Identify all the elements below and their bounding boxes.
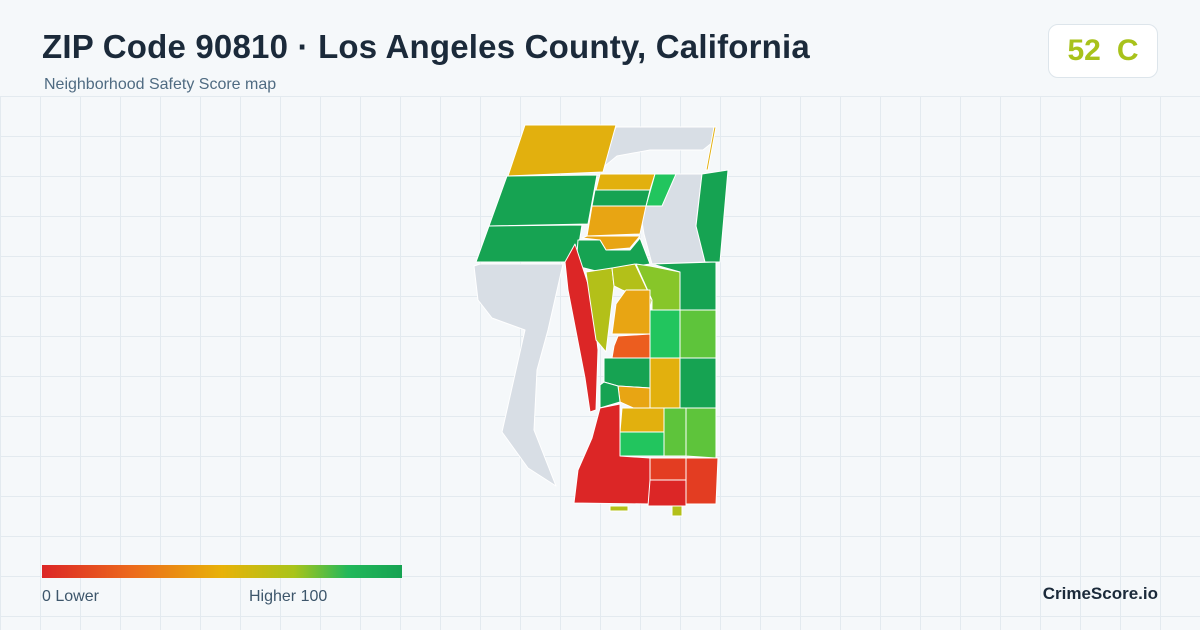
map-area: [475, 224, 583, 263]
map-area: [611, 289, 651, 335]
page-subtitle: Neighborhood Safety Score map: [44, 76, 277, 93]
map-area: [473, 263, 564, 487]
neighborhood-areas: [475, 124, 729, 517]
map-area: [599, 381, 621, 409]
map-area: [619, 431, 665, 457]
map-area: [611, 333, 651, 359]
map-area: [671, 505, 683, 517]
legend-high-label: Higher 100: [249, 588, 328, 605]
map-area: [679, 357, 717, 409]
header: ZIP Code 90810 · Los Angeles County, Cal…: [0, 0, 1200, 97]
map-area: [586, 205, 647, 237]
brand-logo-text[interactable]: CrimeScore.io: [1042, 584, 1158, 603]
legend-gradient-bar: [42, 565, 402, 578]
map-area: [649, 457, 687, 481]
map-area: [685, 407, 717, 459]
legend-low-label: 0 Lower: [42, 588, 99, 605]
map-area: [647, 479, 687, 507]
map-area: [617, 385, 651, 411]
map-area: [599, 126, 715, 171]
map-area: [595, 173, 656, 191]
map-area: [679, 309, 717, 359]
map-area: [591, 189, 651, 207]
map-area: [685, 457, 719, 505]
map-area: [507, 124, 617, 177]
map-area: [705, 126, 717, 171]
map-area: [649, 357, 681, 409]
score-badge: 52 C: [1048, 24, 1158, 78]
map-area: [488, 174, 598, 227]
score-value: 52: [1067, 34, 1101, 67]
score-grade: C: [1116, 34, 1139, 67]
map-area: [649, 309, 681, 359]
map-area: [619, 407, 665, 433]
page-title: ZIP Code 90810 · Los Angeles County, Cal…: [42, 28, 810, 65]
map-area: [663, 407, 687, 457]
map-area: [575, 237, 651, 273]
map-area: [609, 505, 629, 512]
